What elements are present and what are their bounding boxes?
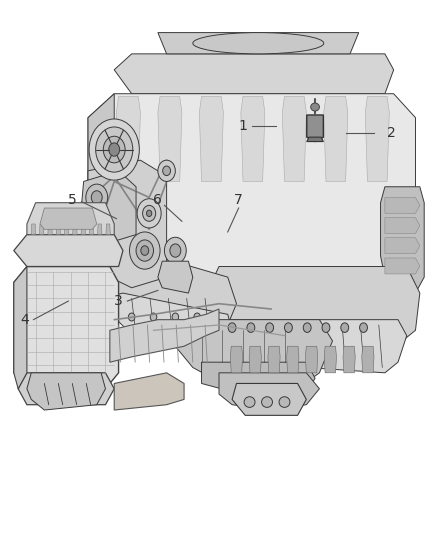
Ellipse shape	[266, 323, 274, 333]
Ellipse shape	[322, 323, 330, 333]
Ellipse shape	[341, 323, 349, 333]
Ellipse shape	[244, 397, 255, 407]
Polygon shape	[18, 373, 114, 405]
Polygon shape	[385, 238, 420, 254]
Polygon shape	[268, 346, 280, 373]
Polygon shape	[14, 266, 27, 389]
Polygon shape	[81, 224, 85, 235]
Polygon shape	[14, 266, 119, 389]
Polygon shape	[97, 245, 237, 325]
Polygon shape	[230, 346, 243, 373]
Polygon shape	[64, 224, 69, 235]
Polygon shape	[88, 94, 114, 277]
Ellipse shape	[103, 136, 125, 163]
Polygon shape	[79, 171, 136, 245]
Polygon shape	[381, 187, 424, 293]
Polygon shape	[88, 160, 166, 288]
Polygon shape	[56, 224, 60, 235]
Ellipse shape	[158, 160, 175, 181]
Ellipse shape	[95, 127, 133, 172]
Ellipse shape	[128, 313, 135, 321]
Text: 1: 1	[239, 119, 247, 133]
Polygon shape	[98, 224, 102, 235]
Polygon shape	[158, 33, 359, 54]
Polygon shape	[365, 96, 389, 181]
Polygon shape	[31, 224, 35, 235]
Polygon shape	[89, 224, 94, 235]
Text: 2: 2	[387, 126, 396, 140]
Polygon shape	[324, 346, 336, 373]
Ellipse shape	[130, 232, 160, 269]
Polygon shape	[175, 320, 332, 389]
Ellipse shape	[86, 184, 108, 211]
Text: 6: 6	[153, 193, 162, 207]
Polygon shape	[40, 208, 97, 229]
Polygon shape	[305, 346, 318, 373]
Polygon shape	[110, 309, 219, 362]
Ellipse shape	[170, 244, 181, 257]
Polygon shape	[101, 293, 232, 346]
Polygon shape	[249, 346, 261, 373]
Polygon shape	[106, 224, 110, 235]
Polygon shape	[158, 261, 193, 293]
Ellipse shape	[193, 33, 324, 54]
Ellipse shape	[92, 207, 102, 219]
Polygon shape	[73, 224, 77, 235]
Ellipse shape	[279, 397, 290, 407]
Polygon shape	[114, 373, 184, 410]
Ellipse shape	[164, 237, 186, 264]
Ellipse shape	[91, 191, 102, 204]
Text: 3: 3	[114, 294, 123, 308]
Polygon shape	[158, 96, 182, 181]
Polygon shape	[215, 320, 407, 373]
Polygon shape	[48, 224, 52, 235]
Ellipse shape	[228, 323, 236, 333]
Ellipse shape	[150, 313, 157, 321]
Polygon shape	[385, 258, 420, 274]
Polygon shape	[117, 96, 141, 181]
Ellipse shape	[360, 323, 367, 333]
Polygon shape	[241, 96, 265, 181]
Ellipse shape	[109, 143, 120, 156]
Polygon shape	[362, 346, 374, 373]
Ellipse shape	[311, 103, 319, 111]
Ellipse shape	[141, 246, 149, 255]
Ellipse shape	[261, 397, 272, 407]
Ellipse shape	[137, 199, 161, 228]
Ellipse shape	[87, 201, 106, 225]
Polygon shape	[27, 373, 106, 410]
Text: 7: 7	[234, 193, 243, 207]
Polygon shape	[114, 54, 394, 94]
Polygon shape	[27, 203, 114, 235]
Ellipse shape	[172, 313, 179, 321]
Polygon shape	[14, 235, 123, 266]
Text: 4: 4	[20, 313, 29, 327]
Ellipse shape	[194, 313, 201, 321]
Polygon shape	[283, 96, 306, 181]
Polygon shape	[385, 217, 420, 233]
Polygon shape	[201, 266, 420, 341]
Polygon shape	[201, 362, 315, 394]
Polygon shape	[307, 115, 323, 142]
Ellipse shape	[147, 210, 152, 216]
Polygon shape	[343, 346, 355, 373]
Text: 5: 5	[68, 193, 77, 207]
Ellipse shape	[136, 240, 153, 261]
Ellipse shape	[162, 166, 170, 175]
Polygon shape	[199, 96, 223, 181]
Ellipse shape	[89, 119, 139, 180]
Ellipse shape	[143, 205, 155, 221]
Ellipse shape	[285, 323, 292, 333]
Polygon shape	[39, 224, 44, 235]
Ellipse shape	[247, 323, 255, 333]
Polygon shape	[232, 383, 306, 415]
Polygon shape	[324, 96, 348, 181]
Polygon shape	[385, 197, 420, 213]
Polygon shape	[219, 373, 319, 410]
Ellipse shape	[303, 323, 311, 333]
Polygon shape	[88, 94, 416, 293]
Polygon shape	[287, 346, 299, 373]
Polygon shape	[307, 137, 323, 142]
